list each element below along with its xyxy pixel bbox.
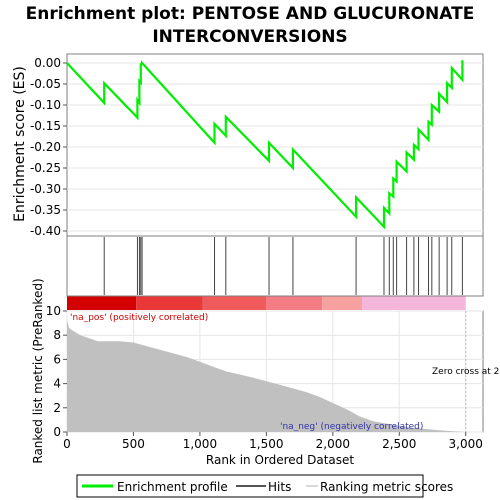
colorbar-segment: [202, 296, 267, 310]
es-y-tick-label: 0.00: [34, 56, 61, 70]
colorbar-segment: [322, 296, 363, 310]
metric-y-ticks: 0 2 4 6 8 10: [46, 304, 67, 439]
x-tick-label: 2,000: [316, 437, 350, 451]
es-y-tick-label: -0.10: [30, 98, 61, 112]
es-y-tick-label: -0.35: [30, 203, 61, 217]
legend-label-enrichment: Enrichment profile: [117, 480, 228, 494]
chart-title-line-2: INTERCONVERSIONS: [152, 27, 347, 47]
x-tick-label: 2,500: [382, 437, 416, 451]
metric-y-tick-label: 2: [53, 401, 61, 415]
x-tick-label: 3,000: [449, 437, 483, 451]
es-y-tick-label: -0.20: [30, 140, 61, 154]
pos-correlated-label: 'na_pos' (positively correlated): [70, 313, 208, 323]
x-tick-label: 0: [63, 437, 71, 451]
metric-y-tick-label: 4: [53, 377, 61, 391]
x-tick-label: 500: [122, 437, 145, 451]
metric-y-tick-label: 6: [53, 352, 61, 366]
neg-correlated-label: 'na_neg' (negatively correlated): [280, 422, 423, 432]
metric-x-ticks: 0 500 1,000 1,500 2,000 2,500 3,000: [63, 432, 483, 451]
es-y-tick-label: -0.40: [30, 224, 61, 238]
zero-cross-label: Zero cross at 2: [432, 367, 499, 377]
es-series: [66, 60, 464, 230]
metric-y-tick-label: 0: [53, 425, 61, 439]
metric-y-axis-label: Ranked list metric (PreRanked): [31, 278, 45, 463]
x-tick-label: 1,500: [249, 437, 283, 451]
chart-title-line-1: Enrichment plot: PENTOSE AND GLUCURONATE: [26, 4, 475, 24]
es-panel-frame: [66, 53, 484, 237]
colorbar-segment: [266, 296, 323, 310]
ranked-colorbar: [67, 295, 483, 310]
legend-label-ranking: Ranking metric scores: [320, 480, 453, 494]
enrichment-profile-line: [66, 60, 464, 230]
hit-markers: [103, 237, 463, 295]
colorbar-segment: [362, 296, 466, 310]
ranking-metric-area: [67, 319, 466, 432]
es-y-ticks: 0.00 -0.05 -0.10 -0.15 -0.20 -0.25 -0.30 -0.35 -…: [30, 56, 67, 238]
es-y-tick-label: -0.30: [30, 182, 61, 196]
metric-area: [67, 319, 466, 432]
x-tick-label: 1,000: [183, 437, 217, 451]
x-axis-label: Rank in Ordered Dataset: [206, 453, 354, 467]
es-y-tick-label: -0.15: [30, 119, 61, 133]
es-y-tick-label: -0.05: [30, 77, 61, 91]
es-y-axis-label: Enrichment score (ES): [12, 66, 28, 222]
colorbar-segment: [136, 296, 203, 310]
hits-panel-frame: [66, 235, 484, 297]
metric-y-tick-label: 8: [53, 328, 61, 342]
metric-y-tick-label: 10: [46, 304, 61, 318]
legend-label-hits: Hits: [268, 480, 291, 494]
colorbar-segment: [67, 296, 137, 310]
es-y-tick-label: -0.25: [30, 161, 61, 175]
